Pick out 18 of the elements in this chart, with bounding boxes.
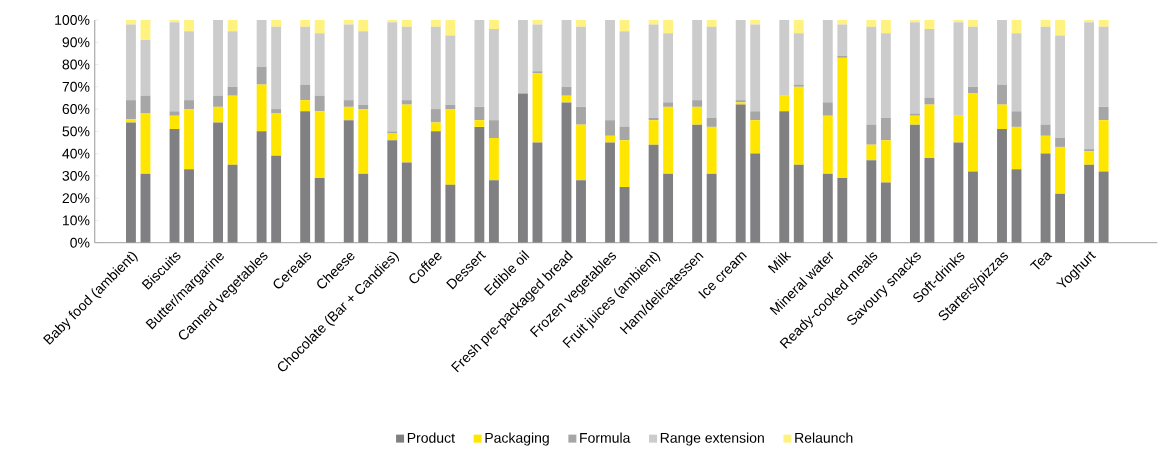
legend-label: Range extension bbox=[660, 432, 764, 446]
legend-label: Product bbox=[407, 432, 455, 443]
y-tick-label: 10% bbox=[63, 215, 90, 226]
y-tick-label: 100% bbox=[55, 15, 90, 25]
y-tick-label: 30% bbox=[62, 170, 90, 181]
legend-label: Relaunch bbox=[795, 432, 853, 443]
y-tick-label: 50% bbox=[62, 126, 90, 137]
y-tick-label: 60% bbox=[62, 104, 90, 115]
legend-label: Packaging bbox=[485, 432, 549, 446]
x-tick-label: Milk bbox=[767, 251, 792, 274]
y-tick-label: 20% bbox=[62, 193, 90, 204]
legend-label: Formula bbox=[580, 432, 631, 443]
y-tick-label: 70% bbox=[62, 81, 90, 92]
x-tick-label: Tea bbox=[1029, 252, 1053, 270]
y-tick-label: 90% bbox=[62, 37, 90, 48]
y-tick-label: 40% bbox=[62, 148, 90, 159]
y-tick-label: 80% bbox=[62, 59, 90, 70]
y-tick-label: 0% bbox=[70, 237, 90, 248]
